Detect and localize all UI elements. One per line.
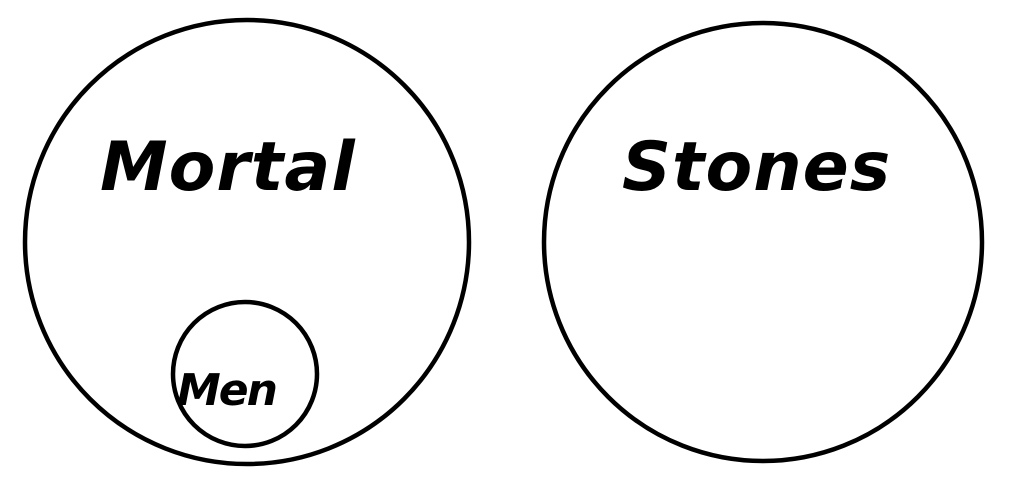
stones-circle	[541, 20, 985, 464]
set-men: Men	[170, 299, 320, 449]
set-mortal: Mortal	[22, 17, 472, 467]
stones-label: Stones	[622, 128, 891, 207]
mortal-label: Mortal	[100, 128, 356, 207]
men-label: Men	[177, 365, 276, 416]
set-stones: Stones	[541, 20, 985, 464]
mortal-circle	[22, 17, 472, 467]
men-circle	[170, 299, 320, 449]
